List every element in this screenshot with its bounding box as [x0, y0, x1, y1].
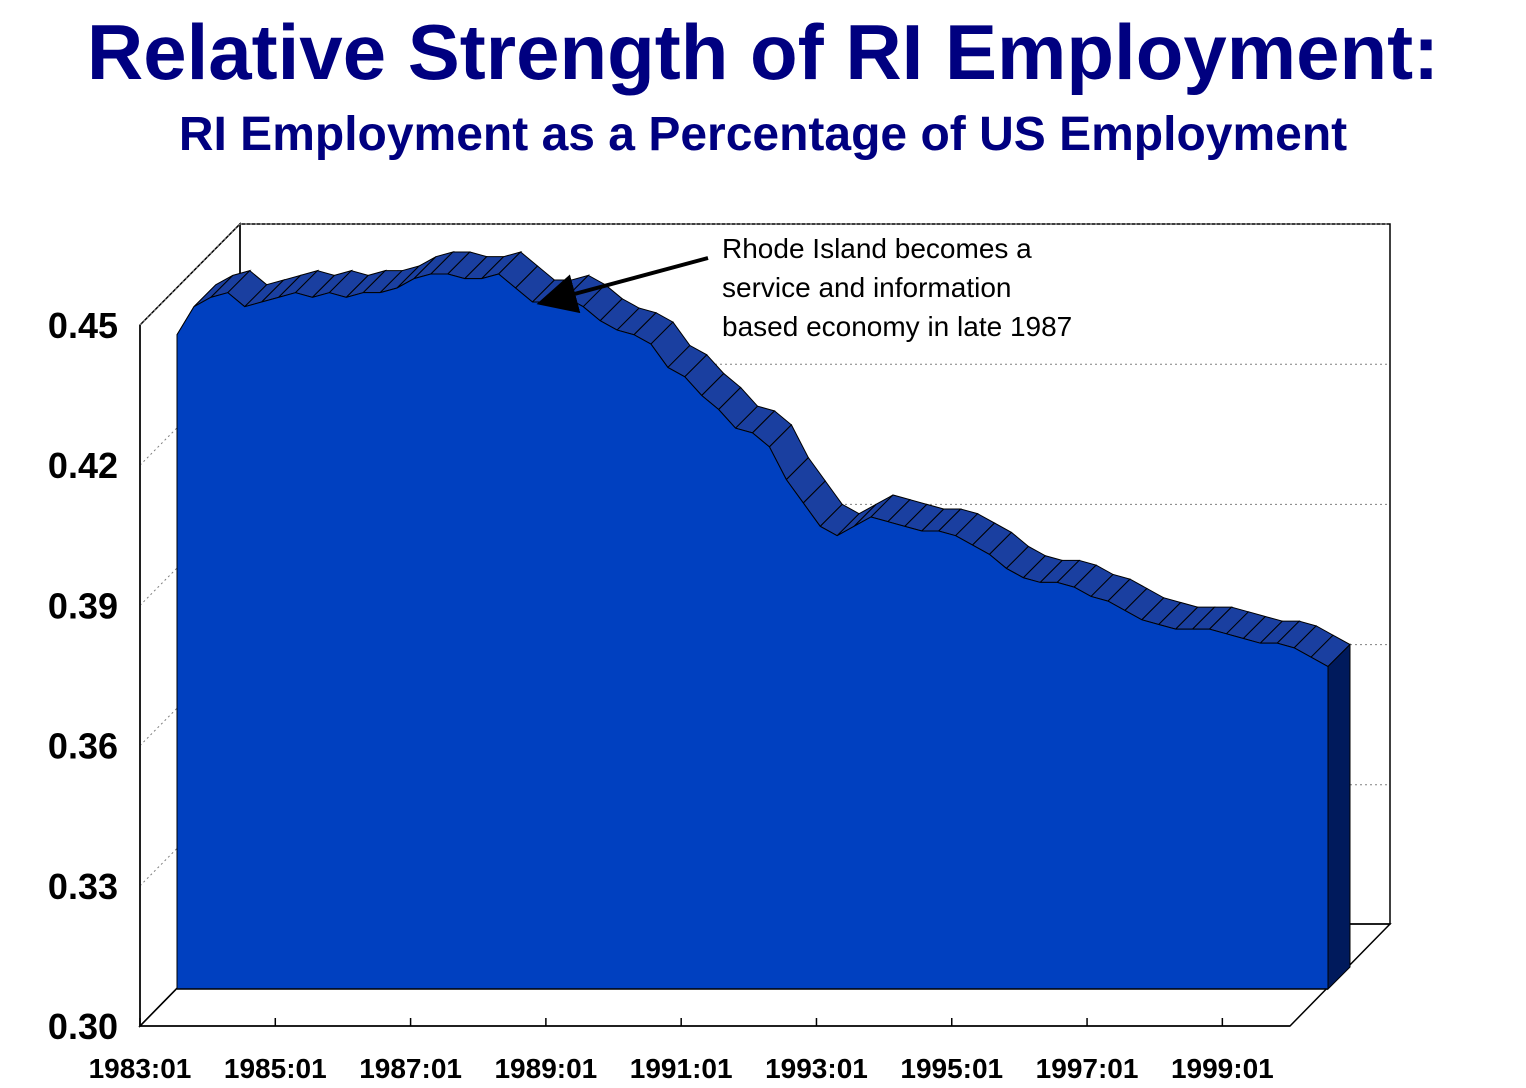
y-tick-label: 0.33 [48, 866, 118, 907]
x-tick-labels: 1983:01 1985:01 1987:01 1989:01 1991:01 1993:… [89, 1018, 1274, 1084]
y-tick-labels: 0.30 0.33 0.36 0.39 0.42 0.45 [48, 305, 118, 1047]
annotation-line-2: service and information [722, 272, 1011, 303]
x-tick-label: 1989:01 [494, 1053, 597, 1084]
x-tick-label: 1983:01 [89, 1053, 192, 1084]
axes [139, 325, 1290, 1027]
y-tick-label: 0.42 [48, 445, 118, 486]
x-tick-label: 1991:01 [630, 1053, 733, 1084]
chart-title: Relative Strength of RI Employment: [86, 8, 1440, 96]
area-side-face [1327, 643, 1351, 991]
side-gridline [139, 223, 241, 326]
x-tick-label: 1999:01 [1171, 1053, 1274, 1084]
annotation: Rhode Island becomes a service and infor… [536, 233, 1072, 342]
y-tick-label: 0.45 [48, 305, 118, 346]
area-front-face [176, 273, 1329, 990]
annotation-line-1: Rhode Island becomes a [722, 233, 1032, 264]
x-tick-label: 1993:01 [765, 1053, 868, 1084]
x-tick-label: 1985:01 [224, 1053, 327, 1084]
x-tick-label: 1995:01 [900, 1053, 1003, 1084]
y-tick-label: 0.30 [48, 1006, 118, 1047]
y-tick-label: 0.39 [48, 585, 118, 626]
annotation-line-3: based economy in late 1987 [722, 311, 1072, 342]
annotation-arrow [536, 256, 709, 314]
x-tick-label: 1997:01 [1036, 1053, 1139, 1084]
chart-subtitle: RI Employment as a Percentage of US Empl… [178, 108, 1348, 161]
area-series [176, 250, 1351, 991]
x-tick-label: 1987:01 [359, 1053, 462, 1084]
y-tick-label: 0.36 [48, 726, 118, 767]
